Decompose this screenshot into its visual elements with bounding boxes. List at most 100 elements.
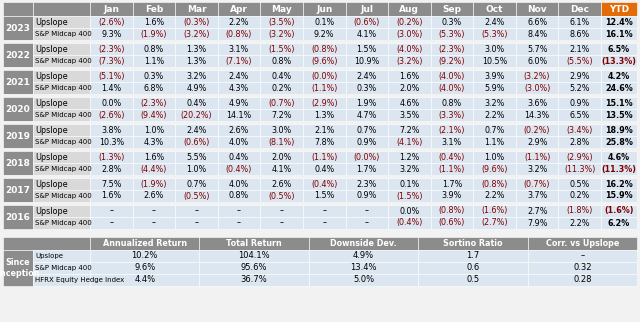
Bar [473,205,516,217]
Text: 3.6%: 3.6% [527,99,547,108]
Text: 4.7%: 4.7% [356,110,377,119]
Bar [175,109,218,121]
Text: (3.2%): (3.2%) [268,30,295,39]
Text: 3.0%: 3.0% [484,44,505,53]
Bar [601,28,637,40]
Bar [175,82,218,94]
Bar [175,205,218,217]
Text: 0.9%: 0.9% [356,137,377,147]
Text: –: – [322,206,326,215]
Text: 4.2%: 4.2% [608,71,630,80]
Bar [33,28,90,40]
Bar [418,262,527,274]
Text: May: May [271,5,292,14]
Text: 3.0%: 3.0% [271,126,292,135]
Text: 7.2%: 7.2% [271,110,292,119]
Text: 0.8%: 0.8% [229,192,249,201]
Text: (0.6%): (0.6%) [183,137,210,147]
Text: 15.9%: 15.9% [605,192,633,201]
Bar [601,124,637,136]
Bar [260,43,303,55]
Bar [33,178,90,190]
Bar [90,43,132,55]
Bar [303,178,346,190]
Bar [218,190,260,202]
Bar [132,124,175,136]
Bar [260,28,303,40]
Text: 4.1%: 4.1% [271,165,292,174]
Bar [473,43,516,55]
Bar [473,178,516,190]
Bar [473,2,516,16]
Bar [260,124,303,136]
Bar [388,109,431,121]
Bar [175,43,218,55]
Text: Upslope: Upslope [35,17,68,26]
Bar [559,55,601,67]
Text: (0.5%): (0.5%) [268,192,295,201]
Text: 3.2%: 3.2% [484,99,505,108]
Bar [3,67,637,70]
Text: 25.8%: 25.8% [605,137,633,147]
Text: 0.7%: 0.7% [484,126,505,135]
Bar [309,250,418,262]
Bar [175,163,218,175]
Bar [559,136,601,148]
Bar [218,16,260,28]
Text: Jul: Jul [360,5,373,14]
Bar [3,16,33,40]
Bar [388,28,431,40]
Bar [3,151,33,175]
Bar [260,136,303,148]
Text: 3.1%: 3.1% [442,137,462,147]
Text: 0.7%: 0.7% [356,126,377,135]
Bar [218,82,260,94]
Bar [418,237,527,250]
Text: 2019: 2019 [6,131,31,140]
Text: (3.2%): (3.2%) [524,71,550,80]
Bar [90,163,132,175]
Bar [601,70,637,82]
Bar [473,70,516,82]
Text: Mar: Mar [187,5,206,14]
Text: 8.4%: 8.4% [527,30,547,39]
Bar [388,178,431,190]
Bar [346,136,388,148]
Bar [175,190,218,202]
Text: (7.3%): (7.3%) [98,56,125,65]
Bar [388,124,431,136]
Text: 6.5%: 6.5% [570,110,590,119]
Bar [175,151,218,163]
Bar [3,148,637,151]
Bar [132,136,175,148]
Text: –: – [365,206,369,215]
Text: 9.6%: 9.6% [134,263,156,272]
Text: (4.1%): (4.1%) [396,137,422,147]
Text: Upslope: Upslope [35,44,68,53]
Text: Upslope: Upslope [35,99,68,108]
Bar [175,217,218,229]
Bar [346,55,388,67]
Bar [473,109,516,121]
Bar [388,217,431,229]
Bar [3,250,33,286]
Text: 2.4%: 2.4% [484,17,505,26]
Text: (1.5%): (1.5%) [268,44,295,53]
Bar [33,2,90,16]
Bar [132,163,175,175]
Text: –: – [237,219,241,228]
Text: Upslope: Upslope [35,253,63,259]
Text: (2.3%): (2.3%) [141,99,167,108]
Text: (3.2%): (3.2%) [183,30,210,39]
Text: 12.4%: 12.4% [605,17,633,26]
Bar [431,109,473,121]
Bar [346,151,388,163]
Text: (0.8%): (0.8%) [481,179,508,188]
Bar [431,70,473,82]
Text: 6.0%: 6.0% [527,56,547,65]
Bar [90,55,132,67]
Bar [132,43,175,55]
Text: 1.9%: 1.9% [356,99,377,108]
Bar [559,163,601,175]
Bar [132,82,175,94]
